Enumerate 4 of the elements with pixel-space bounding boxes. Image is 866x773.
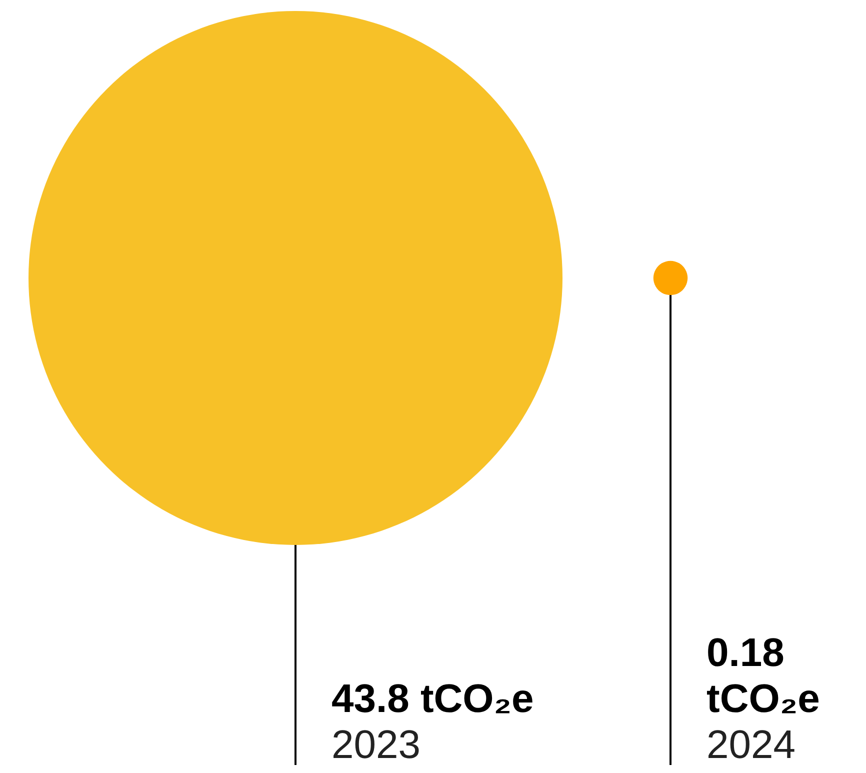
data-label: 43.8 tCO₂e [332, 677, 534, 721]
category-label: 2024 [706, 723, 796, 767]
category-label: 2023 [332, 723, 420, 767]
data-label: 0.18 tCO₂e [706, 631, 820, 721]
